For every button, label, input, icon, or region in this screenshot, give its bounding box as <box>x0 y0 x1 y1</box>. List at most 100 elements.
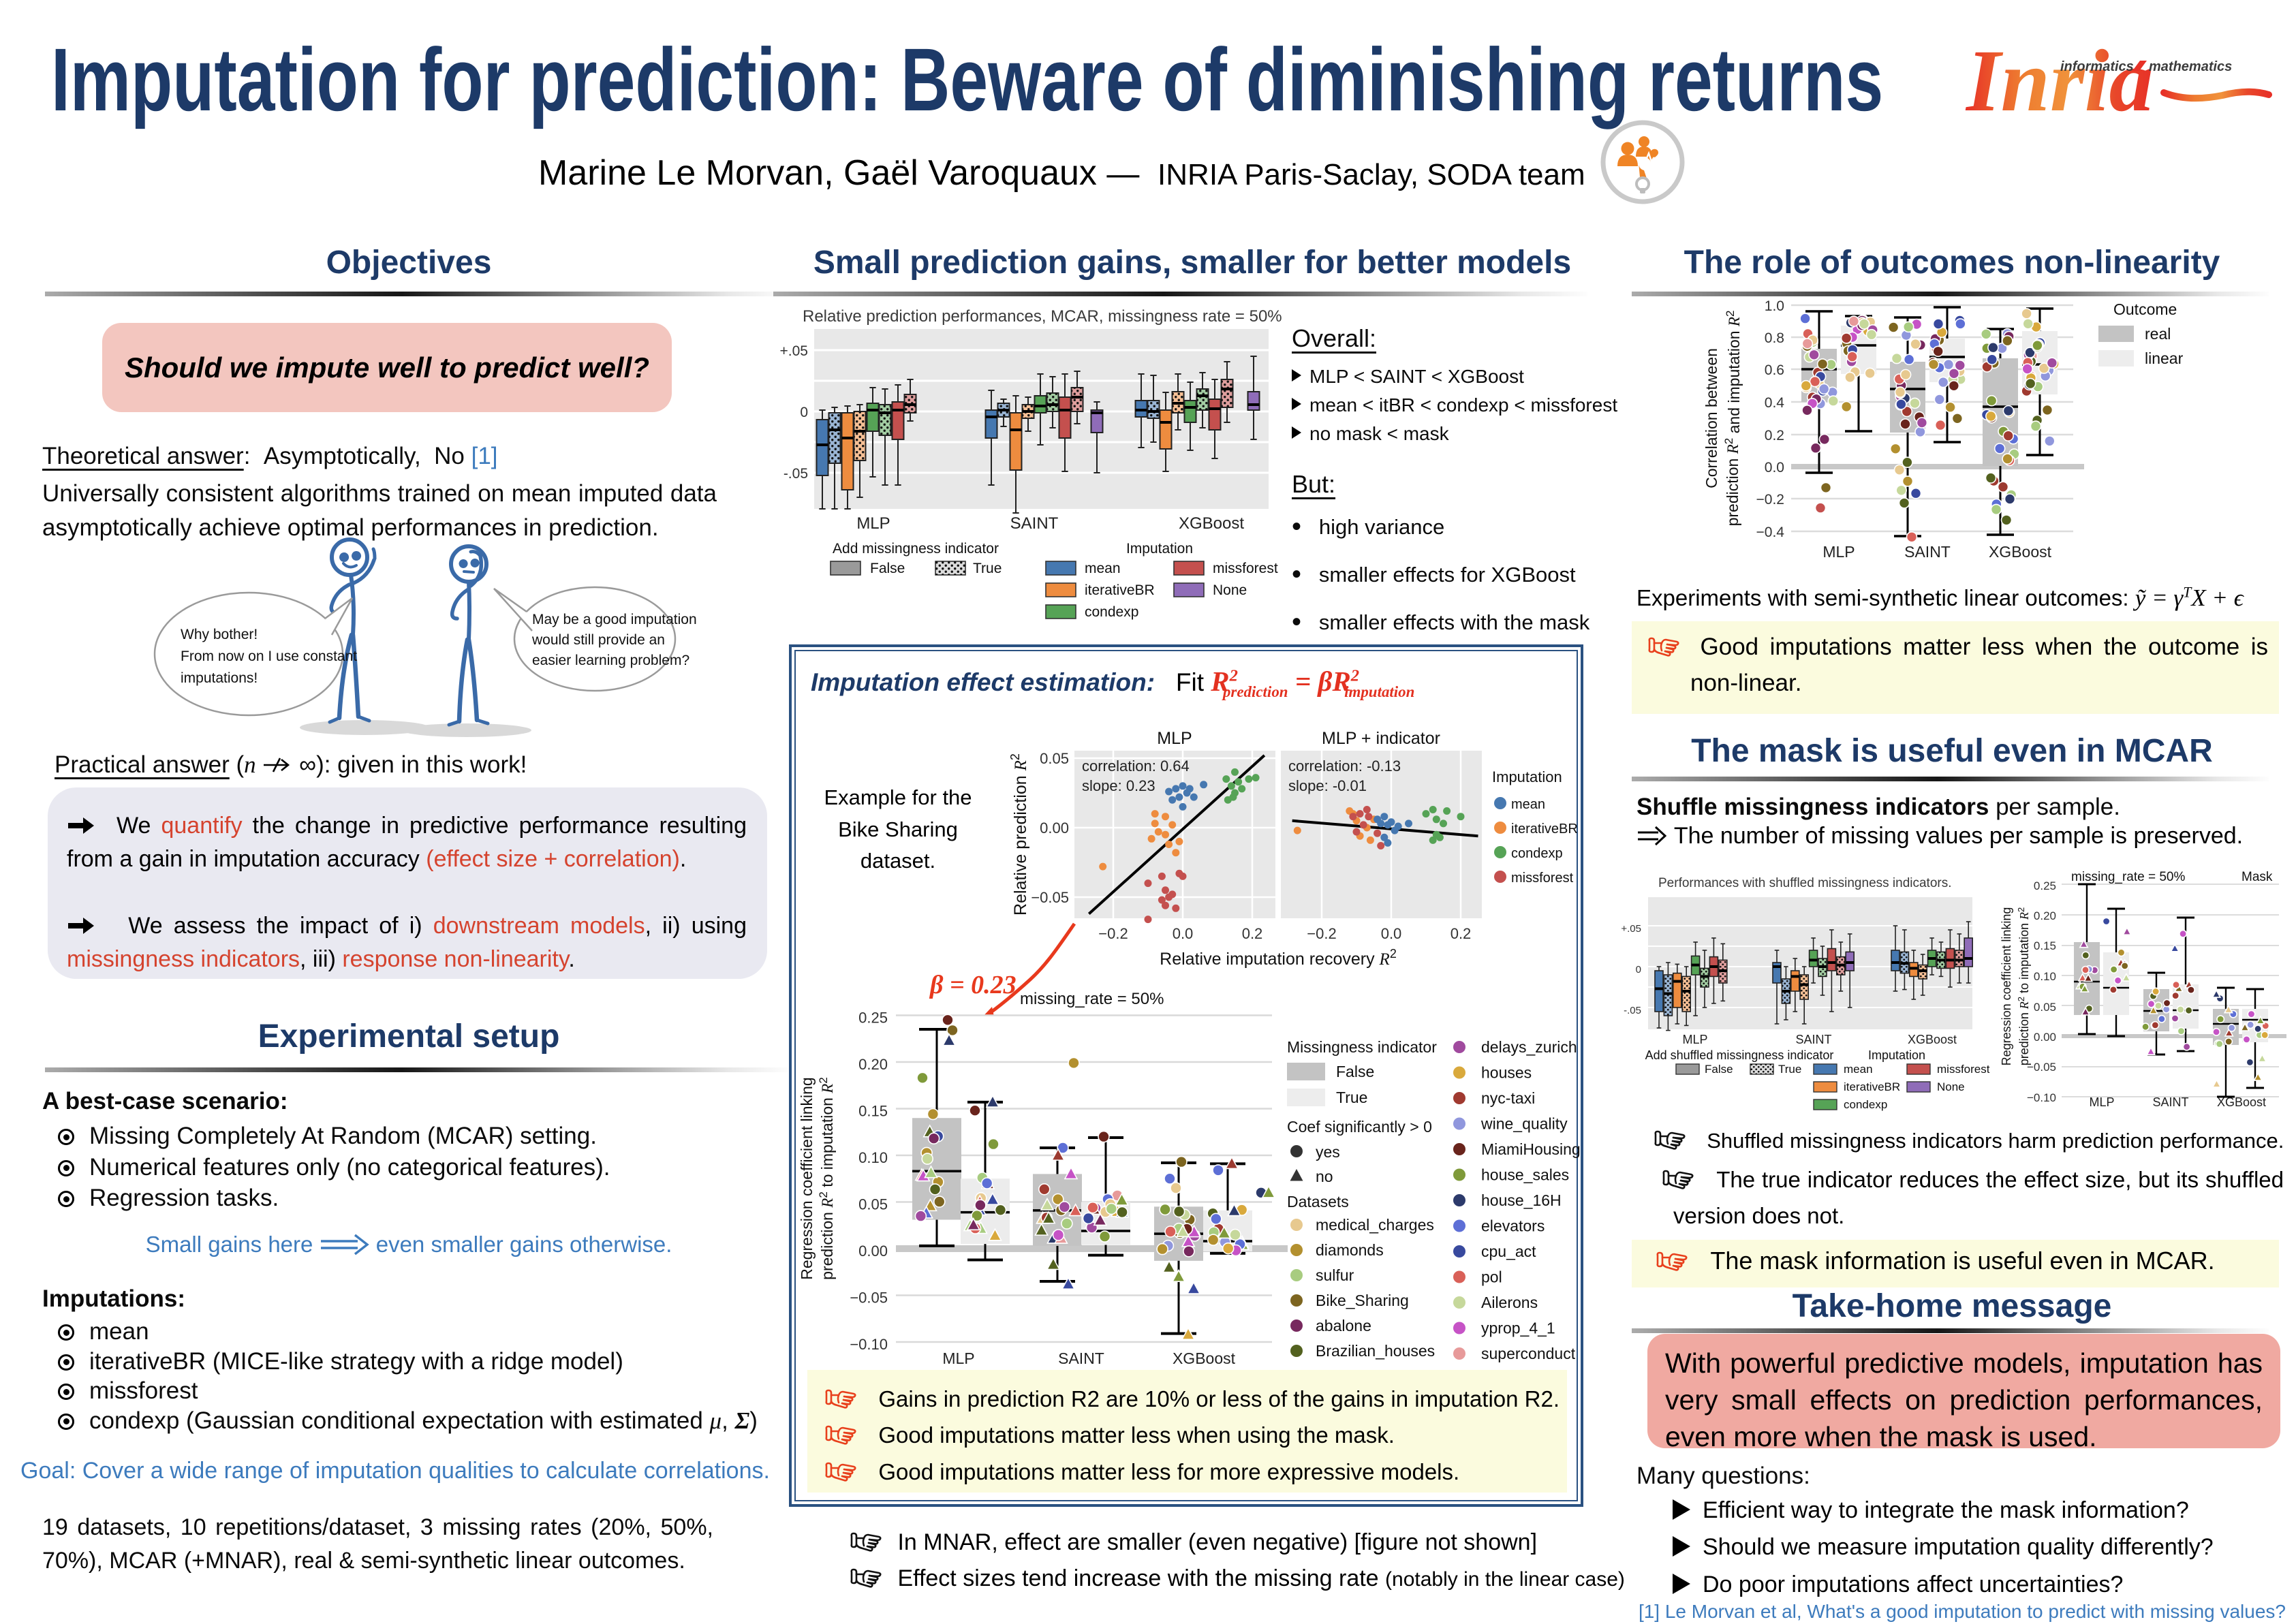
svg-text:None: None <box>1213 582 1247 598</box>
svg-text:Why bother!: Why bother! <box>181 627 258 642</box>
svg-text:Inria: Inria <box>1965 32 2154 130</box>
svg-text:nyc-taxi: nyc-taxi <box>1481 1089 1535 1107</box>
svg-text:slope: -0.01: slope: -0.01 <box>1288 777 1367 794</box>
svg-text:0: 0 <box>1636 964 1641 975</box>
svg-text:1.0: 1.0 <box>1765 298 1784 314</box>
svg-text:house_sales: house_sales <box>1481 1166 1569 1184</box>
svg-text:0.2: 0.2 <box>1450 925 1472 942</box>
svg-text:iterativeBR: iterativeBR <box>1844 1080 1900 1093</box>
svg-text:Mask: Mask <box>2241 870 2273 884</box>
svg-text:0.6: 0.6 <box>1765 362 1784 378</box>
svg-text:prediction R2 to imputation R2: prediction R2 to imputation R2 <box>817 1077 836 1280</box>
svg-text:elevators: elevators <box>1481 1217 1545 1235</box>
svg-text:easier learning problem?: easier learning problem? <box>532 653 689 668</box>
svg-text:MLP: MLP <box>942 1349 974 1367</box>
svg-text:delays_zurich: delays_zurich <box>1481 1038 1577 1056</box>
svg-text:imputations!: imputations! <box>181 670 258 686</box>
svg-text:0.00: 0.00 <box>1040 819 1069 837</box>
svg-text:missforest: missforest <box>1213 561 1278 576</box>
svg-text:Imputation: Imputation <box>1492 768 1562 785</box>
svg-text:From now on I use constant: From now on I use constant <box>181 649 357 664</box>
svg-text:XGBoost: XGBoost <box>1179 514 1244 533</box>
svg-text:−0.05: −0.05 <box>2027 1061 2056 1074</box>
svg-text:Ailerons: Ailerons <box>1481 1294 1538 1311</box>
svg-text:informatics: informatics <box>2060 59 2134 74</box>
svg-text:0.20: 0.20 <box>2034 909 2056 922</box>
svg-text:0.00: 0.00 <box>858 1243 888 1260</box>
svg-text:missing_rate = 50%: missing_rate = 50% <box>1020 990 1164 1008</box>
svg-text:−0.2: −0.2 <box>1098 925 1128 942</box>
svg-text:−0.10: −0.10 <box>850 1336 888 1353</box>
svg-text:Regression coefficient linking: Regression coefficient linking <box>798 1077 816 1279</box>
svg-text:Correlation between: Correlation between <box>1703 348 1720 488</box>
svg-text:condexp: condexp <box>1844 1098 1887 1111</box>
svg-text:correlation: 0.64: correlation: 0.64 <box>1082 758 1190 775</box>
svg-text:Relative imputation recovery R: Relative imputation recovery R2 <box>1160 947 1397 969</box>
svg-text:sulfur: sulfur <box>1316 1266 1354 1284</box>
svg-text:0.15: 0.15 <box>2034 939 2056 952</box>
svg-text:Brazilian_houses: Brazilian_houses <box>1316 1342 1435 1360</box>
svg-text:0.2: 0.2 <box>1765 428 1784 443</box>
svg-text:0: 0 <box>800 405 808 420</box>
svg-text:0.05: 0.05 <box>2034 1001 2056 1014</box>
svg-text:Coef significantly > 0: Coef significantly > 0 <box>1287 1118 1432 1136</box>
svg-text:0.2: 0.2 <box>1242 925 1263 942</box>
svg-text:MLP: MLP <box>856 514 890 533</box>
svg-text:house_16H: house_16H <box>1481 1191 1562 1209</box>
svg-text:Add missingness indicator: Add missingness indicator <box>833 541 999 557</box>
svg-text:missforest: missforest <box>1937 1063 1990 1076</box>
svg-text:0.10: 0.10 <box>2034 970 2056 983</box>
svg-text:0.0: 0.0 <box>1381 925 1402 942</box>
svg-text:diamonds: diamonds <box>1316 1241 1384 1259</box>
svg-text:SAINT: SAINT <box>1904 543 1951 561</box>
svg-text:−0.10: −0.10 <box>2027 1091 2056 1104</box>
svg-text:missing_rate = 50%: missing_rate = 50% <box>2071 870 2185 884</box>
svg-text:cpu_act: cpu_act <box>1481 1243 1536 1260</box>
svg-text:mean: mean <box>1844 1063 1873 1076</box>
svg-text:0.00: 0.00 <box>2034 1031 2056 1044</box>
svg-text:XGBoost: XGBoost <box>1173 1349 1236 1367</box>
svg-text:May be a good imputation: May be a good imputation <box>532 612 697 627</box>
svg-text:+.05: +.05 <box>780 343 808 359</box>
svg-text:MLP + indicator: MLP + indicator <box>1322 729 1440 748</box>
svg-text:would still provide an: would still provide an <box>531 632 665 648</box>
svg-text:pol: pol <box>1481 1268 1502 1286</box>
svg-text:Performances with shuffled mis: Performances with shuffled missingness i… <box>1658 876 1952 890</box>
svg-text:mathematics: mathematics <box>2149 59 2232 74</box>
svg-text:-.05: -.05 <box>1624 1005 1641 1016</box>
svg-text:−0.2: −0.2 <box>1307 925 1336 942</box>
svg-text:Regression coefficient linking: Regression coefficient linking <box>2000 907 2013 1066</box>
svg-text:houses: houses <box>1481 1064 1532 1082</box>
svg-text:abalone: abalone <box>1316 1317 1371 1334</box>
svg-text:yprop_4_1: yprop_4_1 <box>1481 1320 1555 1337</box>
svg-text:correlation: -0.13: correlation: -0.13 <box>1288 758 1401 775</box>
svg-text:None: None <box>1937 1080 1965 1093</box>
svg-text:no: no <box>1316 1168 1333 1185</box>
svg-text:−0.05: −0.05 <box>850 1290 888 1307</box>
svg-text:0.20: 0.20 <box>858 1056 888 1073</box>
svg-text:real: real <box>2145 325 2171 343</box>
svg-text:MiamiHousing: MiamiHousing <box>1481 1140 1581 1158</box>
svg-text:−0.05: −0.05 <box>1031 889 1069 906</box>
svg-text:Imputation: Imputation <box>1868 1048 1925 1062</box>
svg-text:0.4: 0.4 <box>1765 395 1785 411</box>
svg-text:MLP: MLP <box>1157 729 1192 748</box>
svg-text:False: False <box>1336 1063 1374 1080</box>
svg-text:yes: yes <box>1316 1143 1340 1161</box>
svg-text:MLP: MLP <box>1682 1033 1707 1046</box>
svg-text:True: True <box>1336 1089 1367 1106</box>
svg-text:Outcome: Outcome <box>2113 300 2177 318</box>
svg-text:Missingness indicator: Missingness indicator <box>1287 1038 1437 1056</box>
svg-text:Relative prediction performanc: Relative prediction performances, MCAR, … <box>803 307 1282 326</box>
svg-text:False: False <box>870 561 905 576</box>
svg-text:prediction R2 and imputation R: prediction R2 and imputation R2 <box>1722 311 1743 527</box>
svg-text:Datasets: Datasets <box>1287 1193 1349 1211</box>
svg-text:condexp: condexp <box>1085 604 1138 620</box>
svg-text:Imputation: Imputation <box>1126 541 1193 557</box>
svg-text:mean: mean <box>1085 561 1121 576</box>
svg-text:SAINT: SAINT <box>1058 1349 1104 1367</box>
svg-text:superconduct: superconduct <box>1481 1345 1576 1362</box>
svg-text:SAINT: SAINT <box>1795 1033 1831 1046</box>
svg-text:+.05: +.05 <box>1621 923 1641 935</box>
svg-text:True: True <box>1778 1063 1801 1076</box>
